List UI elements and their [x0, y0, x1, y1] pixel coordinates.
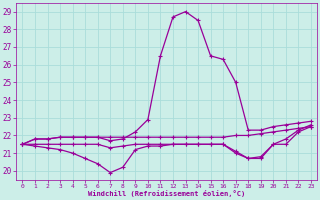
- X-axis label: Windchill (Refroidissement éolien,°C): Windchill (Refroidissement éolien,°C): [88, 190, 245, 197]
